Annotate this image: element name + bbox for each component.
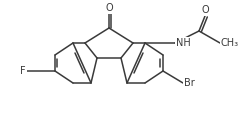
Text: F: F bbox=[20, 66, 26, 76]
Text: O: O bbox=[200, 5, 208, 15]
Text: Br: Br bbox=[183, 78, 194, 88]
Text: O: O bbox=[105, 3, 112, 13]
Text: CH₃: CH₃ bbox=[220, 38, 238, 48]
Text: NH: NH bbox=[175, 38, 190, 48]
